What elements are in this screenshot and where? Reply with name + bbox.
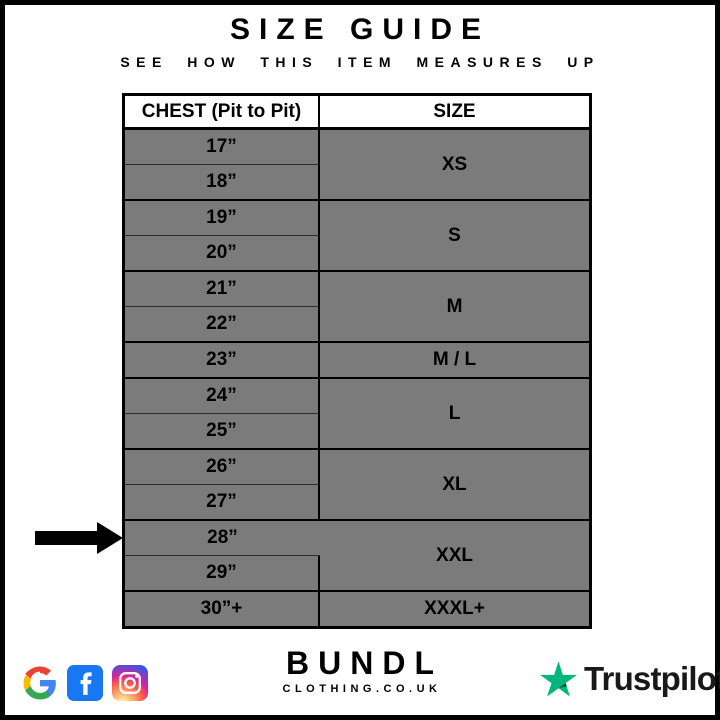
- chest-cell: 24”: [125, 379, 320, 414]
- size-cell: XXXL+: [320, 592, 589, 626]
- brand-tagline: CLOTHING.CO.UK: [282, 683, 442, 695]
- chest-cell: 28”: [125, 521, 320, 556]
- table-row: 23” M / L: [125, 343, 589, 379]
- chest-cell: 18”: [125, 165, 320, 201]
- column-header-chest: CHEST (Pit to Pit): [125, 96, 320, 130]
- page-subtitle: SEE HOW THIS ITEM MEASURES UP: [120, 54, 600, 70]
- chest-cell: 23”: [125, 343, 320, 379]
- table-row: 18”: [125, 165, 589, 201]
- social-icons: [22, 665, 148, 701]
- size-guide-table: CHEST (Pit to Pit) SIZE 17” XS 18” 19” S 20” 2…: [122, 93, 592, 629]
- row-pointer-arrow: [35, 522, 123, 554]
- chest-cell: 27”: [125, 485, 320, 521]
- size-cell: S: [320, 201, 589, 272]
- table-row: 26” XL: [125, 450, 589, 521]
- brand-name: BUNDL: [286, 645, 443, 681]
- chest-cell: 30”+: [125, 592, 320, 626]
- size-cell: M: [320, 272, 589, 343]
- table-row: 30”+ XXXL+: [125, 592, 589, 626]
- page-title: SIZE GUIDE: [229, 13, 491, 46]
- google-icon[interactable]: [22, 665, 58, 701]
- chest-cell: 17”: [125, 130, 320, 165]
- table-row: 25”: [125, 414, 589, 450]
- size-cell: M / L: [320, 343, 589, 379]
- chest-cell: 20”: [125, 236, 320, 272]
- size-cell: XXL: [320, 521, 589, 592]
- table-row: 24” L: [125, 379, 589, 450]
- table-header-row: CHEST (Pit to Pit) SIZE: [125, 96, 589, 130]
- table-row: 29”: [125, 556, 589, 592]
- arrow-head: [97, 522, 123, 554]
- brand-logo: BUNDL CLOTHING.CO.UK: [0, 647, 720, 695]
- table-row: 21” M: [125, 272, 589, 343]
- trustpilot-logo[interactable]: Trustpilot: [540, 660, 720, 698]
- table-row: 20”: [125, 236, 589, 272]
- arrow-shaft: [35, 531, 101, 545]
- instagram-icon[interactable]: [112, 665, 148, 701]
- trustpilot-star-icon: [540, 661, 577, 697]
- size-cell: XL: [320, 450, 589, 521]
- chest-cell: 26”: [125, 450, 320, 485]
- table-row: 22”: [125, 307, 589, 343]
- chest-cell: 22”: [125, 307, 320, 343]
- chest-cell: 21”: [125, 272, 320, 307]
- table-row: 19” S: [125, 201, 589, 272]
- table-row: 27”: [125, 485, 589, 521]
- chest-cell: 25”: [125, 414, 320, 450]
- facebook-icon[interactable]: [67, 665, 103, 701]
- table-row: 17” XS: [125, 130, 589, 201]
- size-cell: L: [320, 379, 589, 450]
- trustpilot-label: Trustpilot: [584, 660, 720, 697]
- column-header-size: SIZE: [320, 96, 589, 130]
- table-row: 28” XXL: [125, 521, 589, 592]
- size-cell: XS: [320, 130, 589, 201]
- chest-cell: 19”: [125, 201, 320, 236]
- chest-cell: 29”: [125, 556, 320, 592]
